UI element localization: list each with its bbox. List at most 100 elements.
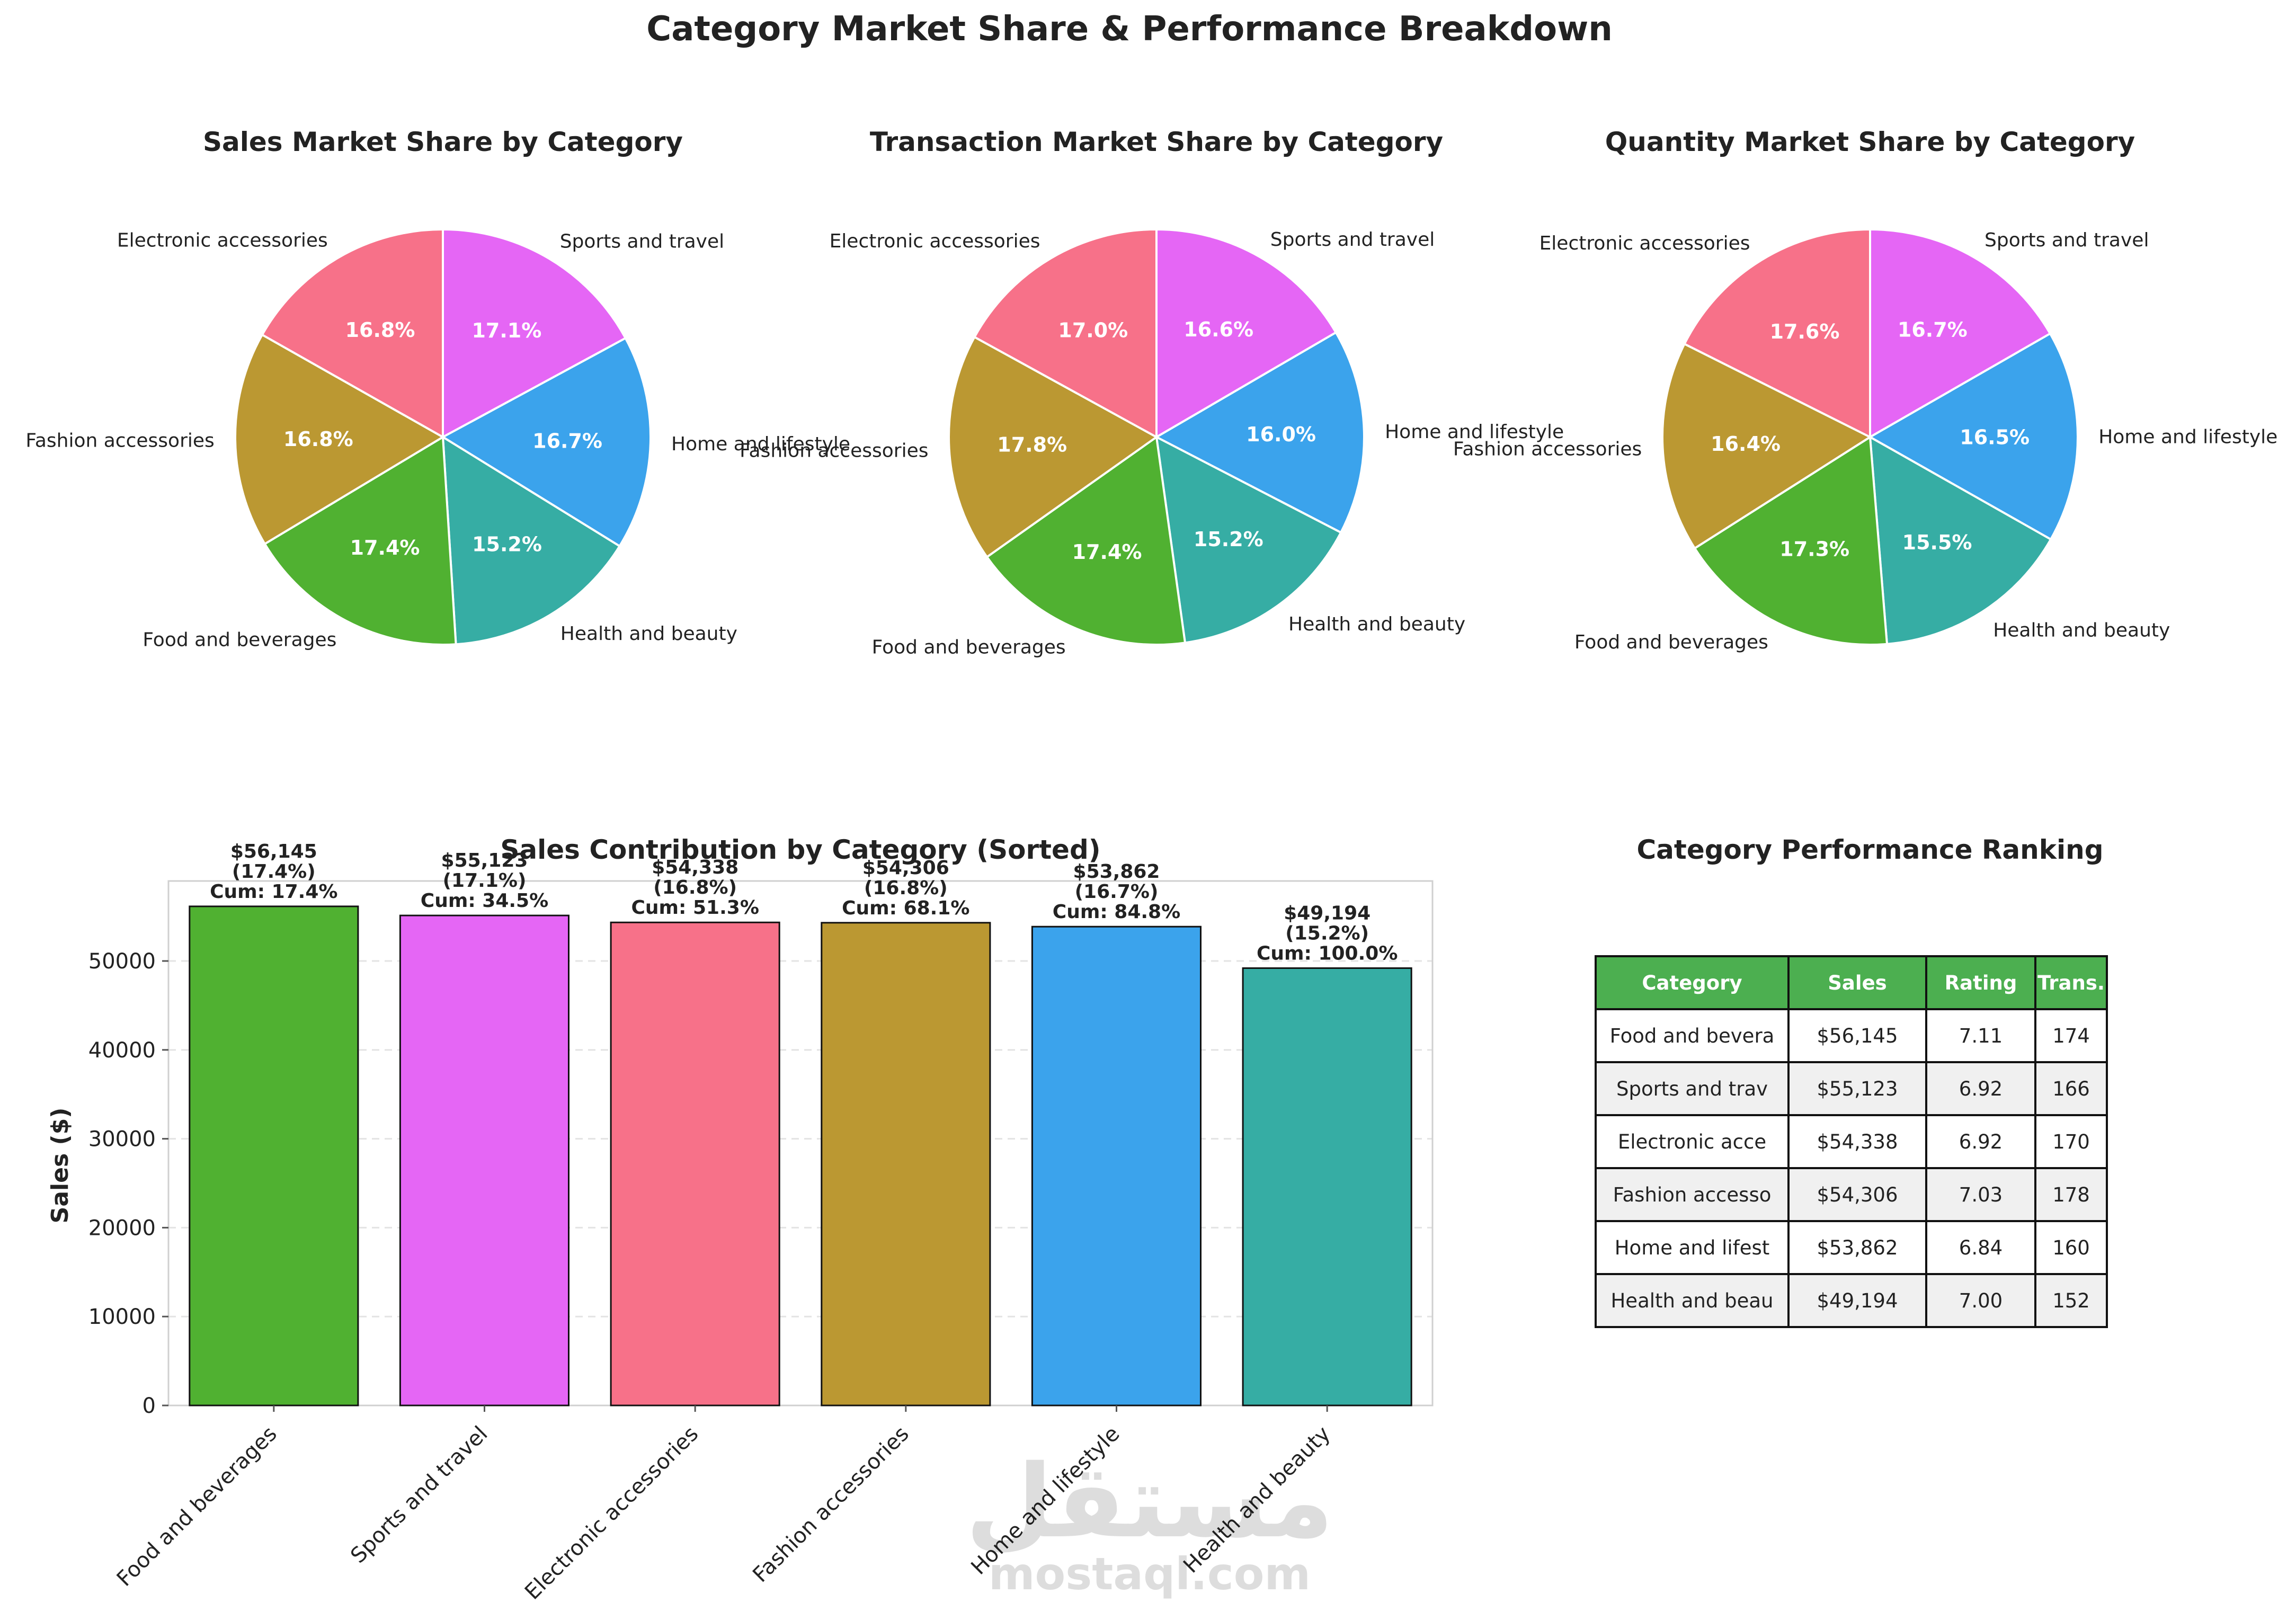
table-cell-text: 6.92 — [1959, 1131, 2003, 1153]
y-tick-label: 30000 — [88, 1127, 156, 1152]
table-cell-text: Electronic acce — [1618, 1131, 1766, 1153]
pie-slice-fashion-accessories — [948, 335, 1159, 559]
bar-value-label: (16.8%) — [653, 877, 737, 898]
table-header-text: Sales — [1828, 972, 1886, 994]
y-tick-label: 50000 — [88, 949, 156, 974]
performance-table: Category Performance Ranking Category Sal… — [1595, 834, 2108, 1328]
pie-slice-sports-and-travel — [1869, 228, 2052, 439]
bar-plot-frame — [167, 880, 1434, 1407]
pie-category-label: Sports and travel — [1984, 229, 2149, 251]
watermark-latin: mostaql.com — [989, 1548, 1311, 1600]
bar-electronic-accessories — [610, 921, 780, 1407]
table-cell-text: 6.92 — [1959, 1078, 2003, 1100]
pie-chart-quantity: Quantity Market Share by Category 16.7% S… — [1453, 127, 2277, 653]
bar-value-label: Cum: 34.5% — [421, 890, 548, 912]
pie-category-label: Health and beauty — [560, 623, 737, 645]
bar-value-label: (17.1%) — [443, 870, 527, 892]
y-tick-label: 20000 — [88, 1216, 156, 1240]
bar-food-and-beverages — [189, 905, 359, 1407]
y-tick-label: 40000 — [88, 1038, 156, 1063]
pie-slice-electronic-accessories — [261, 228, 444, 439]
table-cell-text: 7.00 — [1959, 1289, 2003, 1312]
y-tick-label: 0 — [143, 1394, 156, 1418]
y-tick-label: 10000 — [88, 1305, 156, 1329]
table-cell-text: 7.03 — [1959, 1183, 2003, 1206]
pie-slice-health-and-beauty — [1868, 435, 2052, 645]
pie-category-label: Health and beauty — [1993, 619, 2170, 641]
bar-value-label: $53,862 — [1073, 861, 1160, 883]
table-cell-text: 152 — [2052, 1289, 2090, 1312]
bar-value-label: $49,194 — [1284, 903, 1371, 924]
bar-value-label: Cum: 100.0% — [1257, 943, 1398, 965]
pie-slice-home-and-lifestyle — [1867, 332, 2079, 541]
table-header-cell — [2034, 955, 2108, 1010]
pie-percent-label: 16.4% — [1711, 432, 1781, 456]
table-cell — [2034, 1273, 2108, 1328]
table-cell-text: $53,862 — [1817, 1236, 1898, 1259]
table-cell — [1925, 1167, 2036, 1222]
pie-title: Transaction Market Share by Category — [870, 127, 1443, 157]
pie-category-label: Fashion accessories — [1453, 439, 1642, 460]
pie-slice-electronic-accessories — [1683, 228, 1871, 439]
pie-category-label: Food and beverages — [143, 629, 336, 651]
table-cell — [2034, 1114, 2108, 1169]
pie-slice-food-and-beverages — [1693, 435, 1889, 646]
pie-slice-electronic-accessories — [973, 228, 1158, 439]
pie-category-label: Food and beverages — [1574, 631, 1768, 653]
pie-category-label: Electronic accessories — [117, 230, 328, 252]
pie-title: Sales Market Share by Category — [203, 127, 683, 157]
pie-percent-label: 16.8% — [345, 318, 415, 342]
bar-value-label: $55,123 — [441, 850, 528, 871]
bar-value-label: (15.2%) — [1285, 923, 1369, 945]
pie-slice-health-and-beauty — [1155, 435, 1342, 644]
table-header-text: Category — [1642, 972, 1742, 994]
table-cell-text: $56,145 — [1817, 1025, 1898, 1047]
table-cell-text: 170 — [2052, 1131, 2090, 1153]
bar-value-label: Cum: 68.1% — [842, 897, 969, 919]
pie-slice-sports-and-travel — [1155, 228, 1338, 439]
bar-health-and-beauty — [1242, 967, 1412, 1407]
table-cell — [1595, 1008, 1790, 1063]
pie-slice-fashion-accessories — [1661, 342, 1873, 550]
table-cell — [2034, 1061, 2108, 1116]
bar-home-and-lifestyle — [1031, 925, 1202, 1407]
pie-slice-home-and-lifestyle — [441, 336, 652, 548]
bar-value-label: $54,306 — [862, 857, 949, 879]
table-header-text: Trans. — [2037, 972, 2105, 994]
pie-category-label: Fashion accessories — [25, 430, 214, 451]
table-header-text: Rating — [1945, 972, 2017, 994]
table-cell — [1925, 1220, 2036, 1275]
bar-value-label: Cum: 51.3% — [631, 897, 759, 919]
table-cell-text: Fashion accesso — [1613, 1183, 1772, 1206]
pie-category-label: Sports and travel — [560, 231, 724, 253]
pie-percent-label: 15.5% — [1902, 531, 1972, 554]
table-cell — [1787, 1167, 1927, 1222]
pie-chart-transactions: Transaction Market Share by Category 16.… — [740, 127, 1564, 658]
table-cell-text: Health and beau — [1610, 1289, 1773, 1312]
bar-value-label: (16.8%) — [864, 877, 948, 899]
table-cell-text: 6.84 — [1959, 1236, 2003, 1259]
pie-percent-label: 16.0% — [1246, 423, 1316, 446]
pie-percent-label: 16.7% — [532, 430, 602, 453]
table-cell-text: $54,338 — [1817, 1131, 1898, 1153]
bar-value-label: (17.4%) — [232, 861, 316, 883]
table-cell — [1595, 1114, 1790, 1169]
pie-percent-label: 16.7% — [1898, 318, 1968, 341]
y-axis-ticks: 0 10000 20000 30000 40000 50000 — [88, 949, 168, 1418]
table-cell-text: $54,306 — [1817, 1183, 1898, 1206]
bar-value-labels: $56,145(17.4%)Cum: 17.4%$55,123(17.1%)Cu… — [210, 841, 1398, 965]
pie-percent-label: 17.3% — [1779, 538, 1849, 561]
pie-slice-food-and-beverages — [985, 435, 1187, 646]
pie-percent-label: 16.6% — [1183, 318, 1253, 341]
bars — [189, 905, 1412, 1407]
table-cell-text: $49,194 — [1817, 1289, 1898, 1312]
figure-title: Category Market Share & Performance Brea… — [646, 10, 1613, 49]
table-cell — [1925, 1114, 2036, 1169]
pie-slice-health-and-beauty — [441, 435, 621, 646]
watermark-logo: مستقل mostaql.com — [966, 1443, 1334, 1600]
bar-value-label: Cum: 17.4% — [210, 881, 337, 903]
table-cell-text: 166 — [2052, 1078, 2090, 1100]
pie-category-label: Home and lifestyle — [671, 433, 850, 455]
pie-percent-label: 16.8% — [283, 428, 353, 451]
